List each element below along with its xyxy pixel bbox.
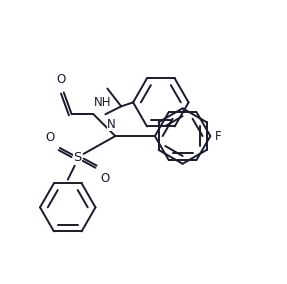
Text: NH: NH bbox=[94, 96, 111, 109]
Text: F: F bbox=[215, 130, 222, 143]
Text: S: S bbox=[73, 151, 82, 164]
Text: O: O bbox=[56, 72, 65, 85]
Text: N: N bbox=[107, 118, 116, 131]
Text: O: O bbox=[46, 131, 55, 144]
Text: O: O bbox=[100, 172, 110, 185]
